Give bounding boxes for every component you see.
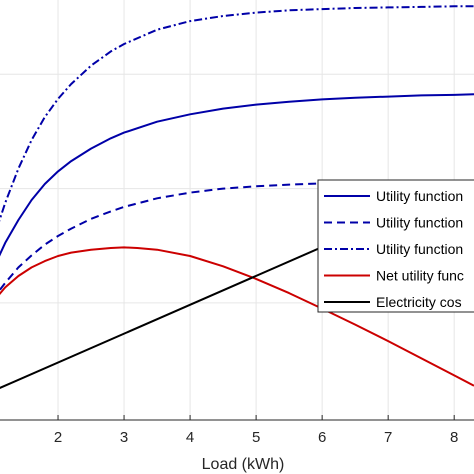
legend: Utility function Utility function Utility … — [317, 179, 474, 313]
legend-item: Utility function — [324, 215, 463, 231]
series-line-3 — [0, 5, 474, 222]
x-tick-label: 7 — [384, 429, 392, 446]
x-tick-label: 2 — [54, 429, 62, 446]
legend-label: Utility function — [376, 215, 463, 231]
x-tick-labels: 2 3 4 5 6 7 8 — [54, 415, 458, 446]
series-line-4 — [0, 246, 474, 387]
legend-box — [317, 179, 474, 313]
x-tick-label: 6 — [318, 429, 326, 446]
legend-label: Utility function — [376, 241, 463, 257]
legend-item: Utility function — [324, 188, 463, 204]
x-tick-label: 3 — [120, 429, 128, 446]
legend-item: Electricity cos — [324, 294, 462, 310]
x-axis-title: Load (kWh) — [202, 456, 285, 473]
x-tick-label: 4 — [186, 429, 194, 446]
legend-label: Net utility func — [376, 268, 464, 284]
legend-item: Net utility func — [324, 268, 464, 284]
series-line-1 — [0, 93, 474, 257]
x-tick-label: 8 — [450, 429, 458, 446]
x-tick-label: 5 — [252, 429, 260, 446]
legend-item: Utility function — [324, 241, 463, 257]
legend-label: Electricity cos — [376, 294, 462, 310]
legend-label: Utility function — [376, 188, 463, 204]
